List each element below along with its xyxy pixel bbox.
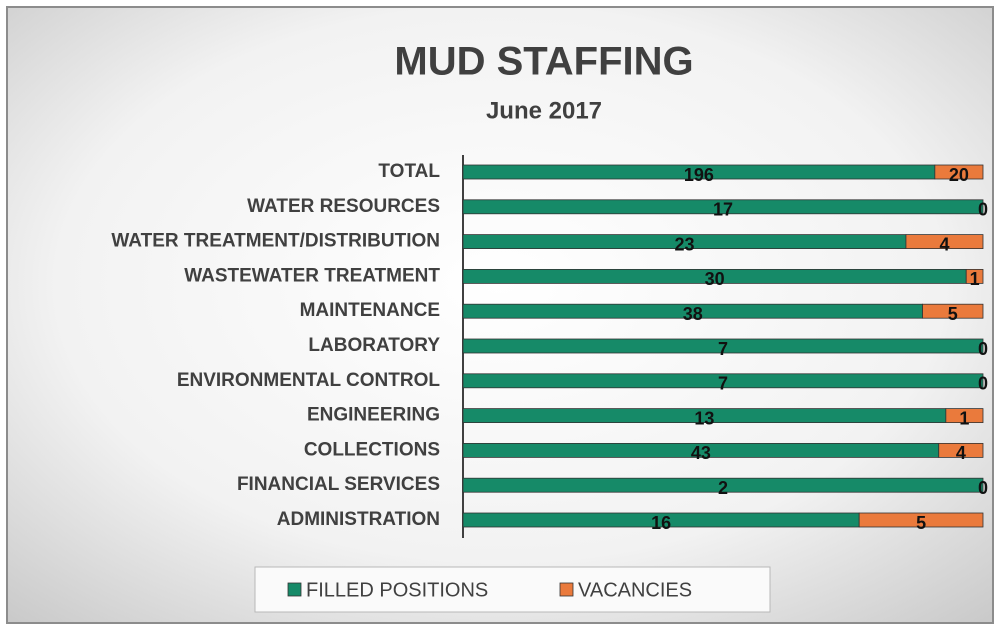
data-label: 0 (978, 478, 988, 498)
category-label: TOTAL (378, 161, 440, 182)
bar-segment (934, 164, 984, 180)
data-label: 30 (705, 269, 725, 289)
category-label: ENGINEERING (307, 405, 440, 426)
bar-segment (462, 477, 984, 493)
data-label: 2 (718, 478, 728, 498)
data-label: 1 (970, 269, 980, 289)
data-label: 4 (939, 234, 949, 254)
category-label: WASTEWATER TREATMENT (184, 265, 440, 286)
category-label: ENVIRONMENTAL CONTROL (177, 370, 441, 391)
data-label: 5 (948, 304, 958, 324)
bar-segment (938, 442, 984, 458)
category-label: WATER TREATMENT/DISTRIBUTION (111, 231, 440, 252)
data-label: 7 (718, 374, 728, 394)
data-label: 1 (959, 408, 969, 428)
bar-segment (462, 338, 984, 354)
category-label: LABORATORY (308, 335, 440, 356)
data-label: 38 (683, 304, 703, 324)
category-label: FINANCIAL SERVICES (237, 474, 440, 495)
legend-label: FILLED POSITIONS (306, 579, 488, 601)
chart-title: MUD STAFFING (394, 40, 693, 84)
data-label: 0 (978, 374, 988, 394)
data-label: 0 (978, 200, 988, 220)
category-label: ADMINISTRATION (277, 509, 440, 530)
legend-swatch (287, 582, 302, 597)
data-label: 43 (691, 443, 711, 463)
legend-label: VACANCIES (578, 579, 692, 601)
bar-segment (905, 234, 984, 250)
category-label: MAINTENANCE (300, 300, 440, 321)
bar-segment (462, 199, 984, 215)
data-label: 196 (684, 165, 714, 185)
data-label: 7 (718, 339, 728, 359)
bar-segment (922, 303, 984, 319)
bar-segment (858, 512, 984, 528)
data-label: 23 (674, 234, 694, 254)
chart-subtitle: June 2017 (486, 97, 602, 124)
category-label: COLLECTIONS (304, 439, 440, 460)
data-label: 20 (949, 165, 969, 185)
data-label: 17 (713, 200, 733, 220)
data-label: 5 (916, 513, 926, 533)
bar-segment (462, 373, 984, 389)
data-label: 16 (651, 513, 671, 533)
bar-segment (965, 268, 984, 284)
category-label: WATER RESOURCES (247, 196, 440, 217)
data-label: 0 (978, 339, 988, 359)
bar-segment (945, 408, 984, 424)
legend-box (254, 566, 771, 613)
data-label: 4 (956, 443, 966, 463)
data-label: 13 (694, 408, 714, 428)
legend-swatch (559, 582, 574, 597)
